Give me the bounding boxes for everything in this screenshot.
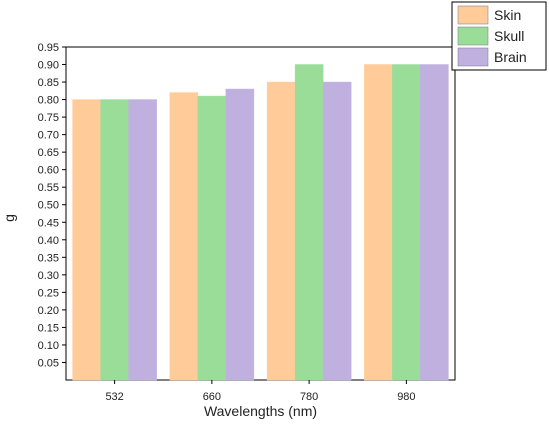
legend-swatch-brain xyxy=(457,47,489,67)
legend-label-brain: Brain xyxy=(494,49,527,65)
y-axis-title: g xyxy=(1,214,17,222)
bar-skull-980 xyxy=(392,64,421,381)
bar-skull-780 xyxy=(294,64,324,381)
y-tick-label: 0.25 xyxy=(38,287,59,299)
bar-skull-660 xyxy=(197,95,227,381)
y-tick-label: 0.30 xyxy=(38,270,59,282)
y-tick-label: 0.55 xyxy=(38,182,59,194)
x-tick-label: 532 xyxy=(105,391,123,403)
y-tick-label: 0.90 xyxy=(38,60,59,72)
legend: Skin Skull Brain xyxy=(451,1,547,71)
bar-brain-780 xyxy=(322,81,352,381)
bar-skull-532 xyxy=(100,99,129,381)
legend-swatch-skull xyxy=(457,26,489,46)
x-axis-ticks: 532 660 780 980 xyxy=(105,380,416,403)
bar-brain-532 xyxy=(128,99,157,381)
x-tick-label: 780 xyxy=(300,391,318,403)
y-tick-label: 0.35 xyxy=(38,252,59,264)
y-tick-label: 0.40 xyxy=(38,235,59,247)
x-tick-label: 660 xyxy=(203,391,221,403)
legend-swatch-skin xyxy=(457,5,489,25)
bar-brain-980 xyxy=(420,64,449,381)
bar-skin-780 xyxy=(266,81,296,381)
y-tick-label: 0.85 xyxy=(38,77,59,89)
y-axis-ticks: 0.05 0.10 0.15 0.20 0.25 0.30 0.35 0.40 0.45 0.50… xyxy=(38,42,66,369)
y-tick-label: 0.45 xyxy=(38,217,59,229)
y-tick-label: 0.95 xyxy=(38,42,59,54)
x-axis-title: Wavelengths (nm) xyxy=(204,403,317,419)
axes xyxy=(65,46,456,381)
y-tick-label: 0.10 xyxy=(38,340,59,352)
y-tick-label: 0.70 xyxy=(38,130,59,142)
bars xyxy=(72,64,449,381)
bar-skin-980 xyxy=(364,64,393,381)
bar-skin-660 xyxy=(169,92,199,381)
legend-label-skin: Skin xyxy=(494,7,521,23)
y-tick-label: 0.80 xyxy=(38,95,59,107)
y-tick-label: 0.75 xyxy=(38,112,59,124)
y-tick-label: 0.50 xyxy=(38,200,59,212)
y-tick-label: 0.05 xyxy=(38,357,59,369)
y-tick-label: 0.60 xyxy=(38,165,59,177)
bar-skin-532 xyxy=(72,99,101,381)
y-tick-label: 0.15 xyxy=(38,322,59,334)
y-tick-label: 0.20 xyxy=(38,305,59,317)
y-tick-label: 0.65 xyxy=(38,147,59,159)
bar-brain-660 xyxy=(225,88,255,381)
x-tick-label: 980 xyxy=(397,391,415,403)
plot-frame xyxy=(65,46,456,381)
legend-label-skull: Skull xyxy=(494,28,524,44)
